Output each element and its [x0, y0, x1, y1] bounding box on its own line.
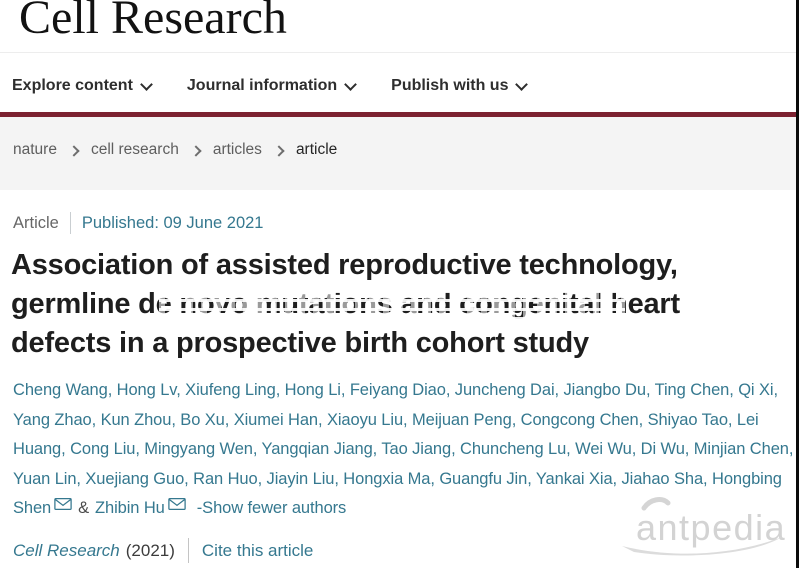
meta-divider	[69, 212, 71, 234]
citation-year: (2021)	[125, 540, 175, 560]
cite-this-article-link[interactable]: Cite this article	[201, 540, 314, 560]
nav-label: Publish with us	[391, 77, 509, 94]
article-meta: Article Published: 09 June 2021	[13, 212, 264, 234]
journal-accent-bar	[0, 112, 796, 117]
citation-divider	[187, 538, 189, 563]
antpedia-curl	[641, 497, 671, 511]
breadcrumb-band: nature cell research articles article	[0, 117, 796, 190]
nav-label: Journal information	[186, 77, 338, 94]
author-name[interactable]: Zhibin Hu	[95, 499, 165, 517]
chevron-down-icon	[140, 77, 153, 91]
ampersand: &	[78, 499, 90, 517]
chevron-right-icon	[190, 145, 202, 157]
published-date: Published: 09 June 2021	[81, 213, 264, 232]
breadcrumb: nature cell research articles article	[13, 141, 337, 159]
author-name[interactable]: Shen	[13, 499, 52, 517]
chevron-right-icon	[68, 145, 80, 157]
chevron-down-icon	[344, 77, 358, 91]
show-fewer-authors-link[interactable]: -Show fewer authors	[196, 499, 347, 517]
author-line[interactable]: Yang Zhao, Kun Zhou, Bo Xu, Xiumei Han, …	[13, 410, 759, 429]
email-envelope-icon[interactable]	[168, 497, 186, 511]
author-list: Cheng Wang, Hong Lv, Xiufeng Ling, Hong …	[13, 376, 794, 524]
nav-item-publish-with-us[interactable]: Publish with us	[391, 77, 529, 95]
chevron-down-icon	[515, 77, 529, 91]
nav-label: Explore content	[12, 77, 133, 94]
main-nav: Explore content Journal information Publ…	[12, 70, 562, 102]
title-line-2-text: germline de novo mutations and congenita…	[11, 288, 680, 320]
nav-item-explore-content[interactable]: Explore content	[12, 77, 153, 95]
header-divider	[0, 52, 796, 53]
citation-journal-link[interactable]: Cell Research	[13, 540, 120, 560]
author-line[interactable]: Huang, Cong Liu, Mingyang Wen, Yangqian …	[13, 440, 794, 458]
title-line-1: Association of assisted reproductive tec…	[11, 249, 678, 281]
breadcrumb-item-cell-research[interactable]: cell research	[90, 141, 179, 158]
author-line[interactable]: Yuan Lin, Xuejiang Guo, Ran Huo, Jiayin …	[13, 469, 782, 488]
antpedia-watermark: antpedia	[622, 497, 786, 556]
article-title: Association of assisted reproductive tec…	[11, 246, 786, 363]
title-line-2: germline de novo mutations and congenita…	[11, 285, 786, 324]
antpedia-wordmark: antpedia	[636, 507, 786, 548]
email-envelope-icon[interactable]	[54, 497, 72, 511]
chevron-right-icon	[273, 145, 285, 157]
nav-item-journal-information[interactable]: Journal information	[186, 77, 358, 95]
breadcrumb-item-article: article	[295, 141, 338, 158]
article-type-label: Article	[13, 213, 59, 232]
journal-logo[interactable]: Cell Research	[19, 0, 287, 44]
breadcrumb-item-articles[interactable]: articles	[212, 141, 262, 158]
breadcrumb-item-nature[interactable]: nature	[13, 141, 57, 158]
author-line-last: Shen & Zhibin Hu -Show fewer authors	[13, 494, 788, 524]
author-line[interactable]: Cheng Wang, Hong Lv, Xiufeng Ling, Hong …	[13, 381, 778, 399]
citation-row: Cell Research (2021) Cite this article	[13, 538, 313, 563]
title-line-3: defects in a prospective birth cohort st…	[11, 327, 589, 359]
